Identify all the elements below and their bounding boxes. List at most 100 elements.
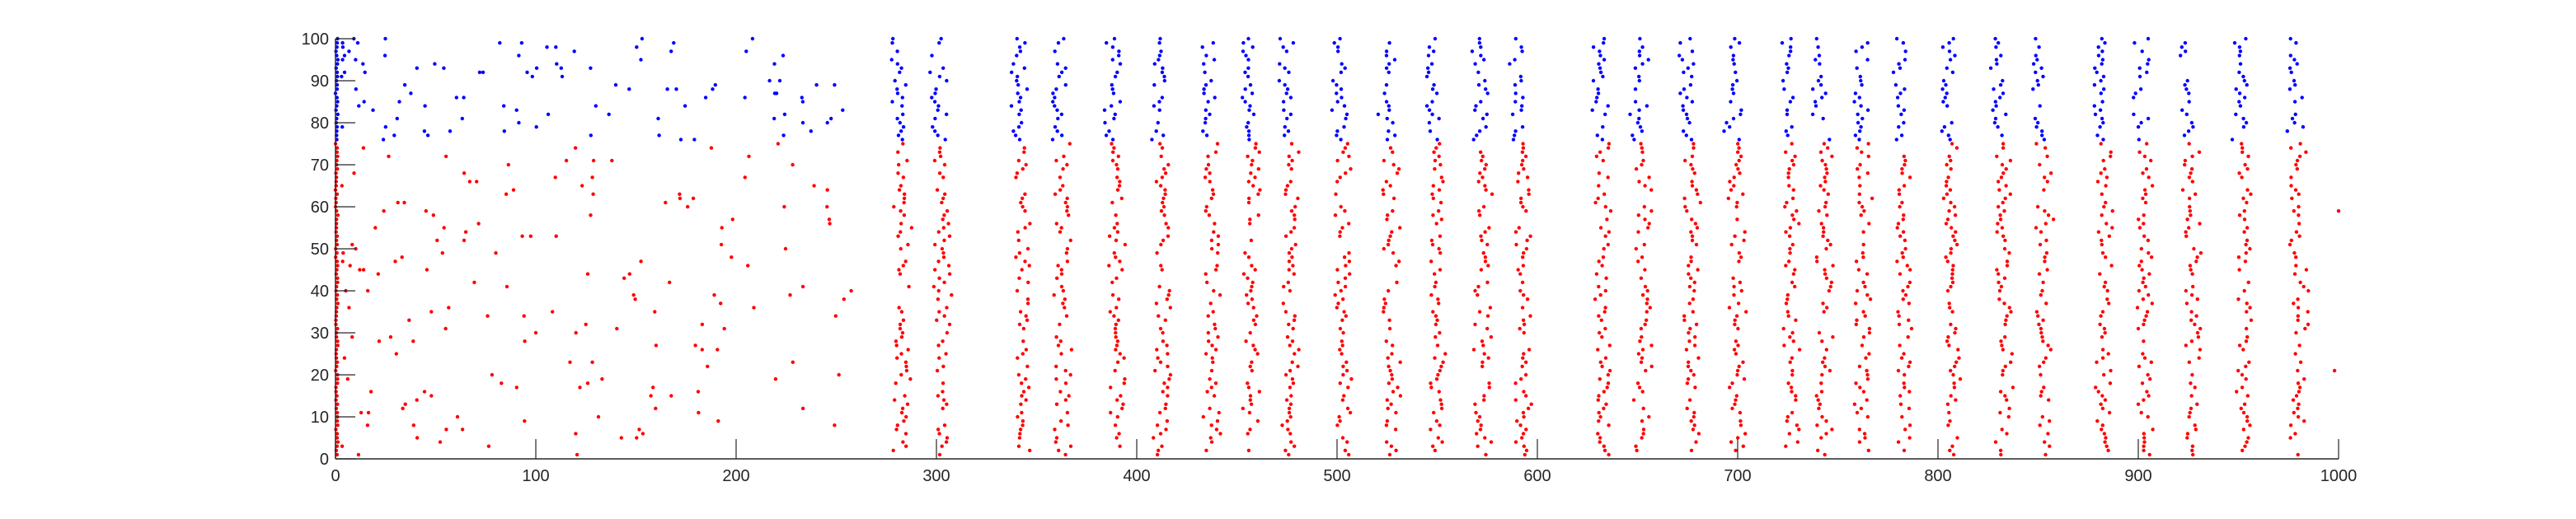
spike-point xyxy=(1482,398,1486,402)
x-tick-label: 800 xyxy=(1924,467,1951,485)
spike-point xyxy=(1340,352,1344,356)
spike-point xyxy=(1438,234,1443,238)
spike-point xyxy=(467,180,472,184)
spike-point xyxy=(2297,222,2302,226)
spike-point xyxy=(1021,418,1025,423)
spike-point xyxy=(1288,344,1292,348)
spike-point xyxy=(1283,124,1288,129)
spike-point xyxy=(1250,264,1254,268)
spike-point xyxy=(1340,339,1344,344)
spike-point xyxy=(2143,200,2148,205)
spike-point xyxy=(1949,246,1954,251)
spike-point xyxy=(2137,217,2141,222)
spike-point xyxy=(1865,368,1869,373)
spike-point xyxy=(2245,166,2250,171)
spike-point xyxy=(2034,310,2039,314)
spike-point xyxy=(1117,54,1121,58)
spike-point xyxy=(2303,326,2307,331)
spike-point xyxy=(1824,276,1829,280)
spike-point xyxy=(1246,255,1251,260)
spike-point xyxy=(1110,292,1115,297)
spike-point xyxy=(1995,154,1999,158)
spike-point xyxy=(1640,255,1645,260)
spike-point xyxy=(1903,372,1907,377)
spike-point xyxy=(1152,82,1157,87)
spike-point xyxy=(2094,386,2098,390)
spike-point xyxy=(1471,348,1476,352)
spike-point xyxy=(619,436,623,440)
spike-point xyxy=(2189,166,2194,171)
spike-point xyxy=(1522,250,1526,255)
spike-point xyxy=(545,45,549,49)
spike-point xyxy=(1338,418,1342,423)
spike-point xyxy=(2180,45,2184,49)
spike-point xyxy=(1243,87,1247,91)
spike-point xyxy=(1435,138,1439,142)
spike-point xyxy=(1823,272,1828,276)
spike-point xyxy=(1431,444,1435,448)
spike-point xyxy=(502,104,506,108)
spike-point xyxy=(903,82,908,87)
spike-point xyxy=(901,440,905,444)
spike-point xyxy=(1283,133,1287,138)
spike-point xyxy=(1945,66,1949,70)
spike-point xyxy=(1431,196,1436,200)
spike-point xyxy=(1281,100,1286,104)
spike-point xyxy=(1480,364,1485,368)
spike-point xyxy=(1249,171,1253,175)
spike-point xyxy=(1730,406,1734,410)
spike-point xyxy=(930,96,934,100)
spike-point xyxy=(1209,246,1214,251)
spike-point xyxy=(2005,260,2010,264)
spike-point xyxy=(1479,45,1483,49)
spike-point xyxy=(1865,376,1870,381)
spike-point xyxy=(849,288,853,293)
spike-point xyxy=(1695,226,1700,230)
spike-point xyxy=(1258,188,1262,192)
spike-point xyxy=(1902,213,1906,217)
spike-point xyxy=(1891,70,1896,75)
spike-point xyxy=(1894,138,1898,142)
spike-point xyxy=(1810,112,1815,116)
spike-point xyxy=(1945,217,1950,222)
spike-point xyxy=(1862,432,1867,436)
spike-point xyxy=(1685,406,1689,410)
spike-point xyxy=(1826,146,1830,150)
spike-point xyxy=(1390,352,1394,356)
spike-point xyxy=(1907,364,1911,368)
spike-point xyxy=(1828,138,1832,142)
spike-point xyxy=(1479,268,1484,272)
spike-point xyxy=(899,246,903,251)
spike-point xyxy=(1115,70,1119,75)
spike-point xyxy=(1482,58,1486,62)
spike-point xyxy=(1286,428,1290,432)
spike-point xyxy=(2011,386,2015,390)
spike-point xyxy=(2107,234,2111,238)
spike-point xyxy=(905,402,910,406)
spike-point xyxy=(783,246,788,251)
spike-point xyxy=(2100,62,2104,66)
spike-point xyxy=(1203,120,1208,125)
spike-point xyxy=(936,230,941,234)
spike-point xyxy=(895,87,899,91)
spike-point xyxy=(2241,348,2245,352)
spike-point xyxy=(1732,348,1737,352)
spike-point xyxy=(1790,124,1794,129)
spike-point xyxy=(906,348,910,352)
spike-point xyxy=(1601,74,1605,79)
spike-point xyxy=(1110,104,1114,108)
spike-point xyxy=(2043,146,2048,150)
spike-point xyxy=(2184,234,2189,238)
spike-point xyxy=(1288,368,1293,373)
spike-point xyxy=(1283,310,1288,314)
spike-point xyxy=(444,428,448,432)
spike-point xyxy=(1216,242,1221,247)
spike-point xyxy=(1896,104,1901,108)
spike-point xyxy=(1473,402,1477,406)
spike-point xyxy=(2185,432,2190,436)
spike-point xyxy=(1438,330,1442,335)
spike-point xyxy=(2244,326,2249,331)
spike-point xyxy=(2294,40,2298,45)
spike-point xyxy=(1902,352,1906,356)
spike-point xyxy=(1113,112,1118,116)
